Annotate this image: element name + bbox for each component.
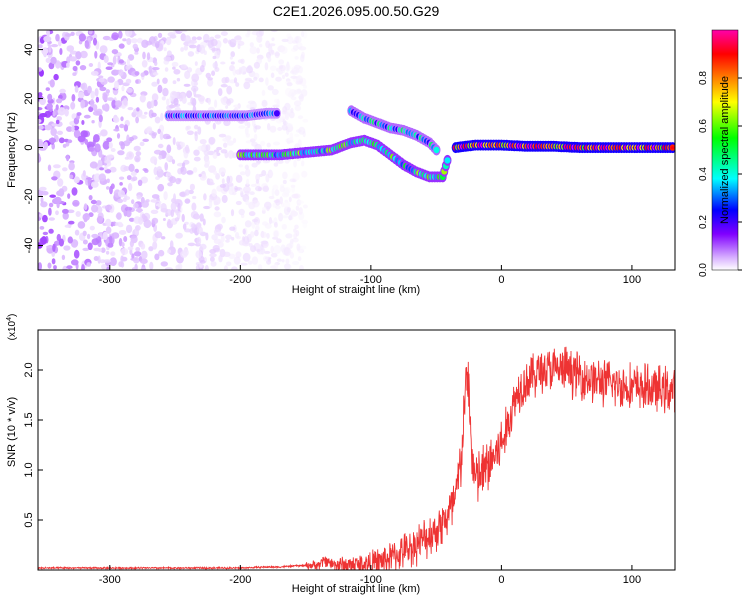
spectrogram-lower-track: [236, 134, 452, 183]
snr-y-tick-label: 1.5: [23, 412, 35, 427]
spectrogram-y-tick-label: -40: [23, 238, 35, 254]
spectrogram-x-axis-label: Height of straight line (km): [292, 284, 420, 296]
snr-y-ticks: 0.5 1.0 1.5 2.0: [23, 362, 43, 528]
spectrogram-x-tick-label: -300: [99, 274, 121, 286]
snr-frame: [37, 329, 676, 571]
spectrogram-frame: [37, 29, 676, 271]
spectrogram-image: [38, 30, 675, 270]
snr-y-tick-label: 1.0: [23, 462, 35, 477]
snr-line: [38, 346, 675, 570]
spectrogram-y-tick-label: 0: [23, 144, 35, 150]
colorbar-tick-label: 0.8: [698, 71, 709, 85]
snr-y-tick-label: 0.5: [23, 512, 35, 527]
colorbar-tick-label: 0.2: [698, 215, 709, 229]
snr-y-axis-label: SNR (10 * v/v): [6, 397, 18, 467]
spectrogram-x-tick-label: 0: [498, 274, 504, 286]
snr-x-tick-label: 0: [498, 574, 504, 586]
spectrogram-descending-track: [347, 105, 441, 156]
colorbar-gradient: [711, 29, 739, 271]
snr-x-tick-label: -300: [99, 574, 121, 586]
spectrogram-noise: [38, 30, 309, 270]
spectrogram-carrier: [451, 139, 675, 154]
snr-multiplier-label: (x104): [6, 314, 18, 341]
spectrogram-y-tick-label: -20: [23, 189, 35, 205]
spectrogram-x-tick-label: -200: [229, 274, 251, 286]
snr-panel: -300 -200 -100 0 100 0.5 1.0 1.5 2.0 Height of …: [6, 314, 676, 595]
snr-x-ticks: -300 -200 -100 0 100: [99, 565, 641, 586]
spectrogram-upper-track: [164, 107, 281, 122]
spectrogram-x-ticks: -300 -200 -100 0 100: [99, 265, 641, 286]
colorbar-tick-label: 0.6: [698, 119, 709, 133]
spectrogram-x-tick-label: 100: [623, 274, 641, 286]
snr-series: [38, 346, 675, 570]
colorbar: 0.0 0.2 0.4 0.6 0.8 Normalized spectral ampl…: [698, 29, 742, 277]
colorbar-tick-label: 0.0: [698, 263, 709, 277]
colorbar-label: Normalized spectral amplitude: [719, 76, 731, 224]
spectrogram-x-tick-label: -100: [360, 274, 382, 286]
colorbar-tick-label: 0.4: [698, 167, 709, 181]
snr-x-tick-label: -100: [360, 574, 382, 586]
snr-x-tick-label: 100: [623, 574, 641, 586]
spectrogram-y-tick-label: 40: [23, 43, 35, 55]
colorbar-ticks: 0.0 0.2 0.4 0.6 0.8: [698, 71, 742, 277]
spectrogram-y-axis-label: Frequency (Hz): [6, 112, 18, 188]
chart-title: C2E1.2026.095.00.50.G29: [273, 3, 440, 19]
spectrogram-y-tick-label: 20: [23, 92, 35, 104]
snr-y-tick-label: 2.0: [23, 362, 35, 377]
spectrogram-y-ticks: -40 -20 0 20 40: [23, 43, 43, 253]
snr-x-tick-label: -200: [229, 574, 251, 586]
snr-x-axis-label: Height of straight line (km): [292, 583, 420, 595]
